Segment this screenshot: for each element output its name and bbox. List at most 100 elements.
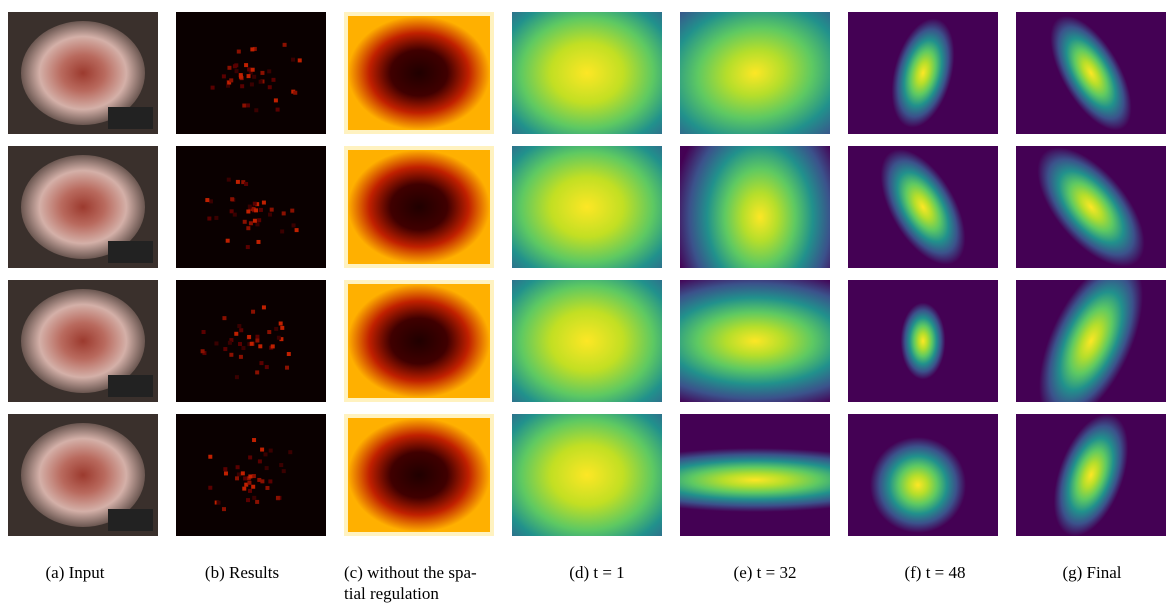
heat-dot — [244, 63, 248, 67]
heat-dot — [222, 74, 226, 78]
image-panel — [176, 146, 326, 268]
heat-dot — [240, 84, 244, 88]
heat-dot — [282, 469, 286, 473]
heat-dot — [274, 98, 278, 102]
heat-dot — [211, 86, 215, 90]
heat-dot — [227, 66, 231, 70]
heat-dot — [233, 213, 237, 217]
image-panel — [176, 280, 326, 402]
heat-dot — [279, 463, 283, 467]
heat-dot — [242, 487, 246, 491]
density — [870, 437, 966, 533]
heat-dot — [252, 496, 256, 500]
heat-dot — [254, 208, 258, 212]
heat-dot — [253, 202, 257, 206]
panel-content — [344, 280, 494, 402]
image-panel — [8, 12, 158, 134]
heat-dot — [255, 500, 259, 504]
heat-dot — [262, 201, 266, 205]
panel-content — [467, 241, 707, 441]
figure: (a) Input(b) Results(c) without the spa-… — [0, 0, 1166, 608]
heat-dot — [217, 501, 221, 505]
panel-content — [176, 280, 326, 402]
panel-content — [8, 280, 158, 402]
heat-dot — [271, 344, 275, 348]
heat-dot — [252, 75, 256, 79]
heat-dot — [252, 474, 256, 478]
heat-dot — [241, 471, 245, 475]
image-panel — [344, 12, 494, 134]
heat-dot — [282, 211, 286, 215]
heat-dot — [271, 78, 275, 82]
heat-dot — [279, 321, 283, 325]
heat-dot — [283, 43, 287, 47]
caption: tial regulation — [344, 584, 439, 603]
heat-dot — [244, 182, 248, 186]
heat-dot — [226, 239, 230, 243]
heat-dot — [259, 361, 263, 365]
heat-dot — [288, 450, 292, 454]
heat-dot — [246, 103, 250, 107]
heat-dot — [246, 209, 250, 213]
panel-content — [848, 414, 998, 536]
heat-dot — [236, 180, 240, 184]
heat-map — [348, 16, 490, 130]
panel-content — [8, 414, 158, 536]
image-panel — [467, 241, 707, 441]
heat-dot — [260, 71, 264, 75]
heat-dot — [242, 104, 246, 108]
heat-dot — [276, 108, 280, 112]
panel-content — [467, 107, 707, 307]
heat-dot — [253, 219, 257, 223]
heat-dot — [255, 370, 259, 374]
panel-content — [344, 12, 494, 134]
heat-dot — [208, 486, 212, 490]
heat-dot — [224, 471, 228, 475]
heat-dot — [277, 336, 281, 340]
image-panel — [1016, 3, 1166, 143]
heat-dot — [257, 218, 261, 222]
image-panel — [1016, 129, 1166, 285]
heat-dot — [239, 355, 243, 359]
image-panel — [848, 11, 998, 134]
heat-dot — [223, 467, 227, 471]
panel-content — [176, 12, 326, 134]
heat-dot — [250, 342, 254, 346]
density — [901, 303, 946, 380]
panel-content — [344, 146, 494, 268]
caption: (a) Input — [45, 563, 104, 582]
heat-dot — [214, 341, 218, 345]
heat-dot — [291, 58, 295, 62]
heat-dot — [268, 213, 272, 217]
heat-dot — [246, 498, 250, 502]
heat-dot — [229, 78, 233, 82]
image-panel — [8, 414, 158, 536]
heat-dot — [254, 108, 258, 112]
heat-dot — [269, 449, 273, 453]
image-panel — [8, 280, 158, 402]
heat-dot — [235, 69, 239, 73]
heat-dot — [285, 366, 289, 370]
heat-dot — [270, 208, 274, 212]
panel-content — [1016, 129, 1166, 285]
label-box — [108, 509, 153, 531]
heat-dot — [250, 47, 254, 51]
heat-dot — [267, 330, 271, 334]
heat-dot — [256, 240, 260, 244]
image-panel — [848, 280, 998, 402]
image-panel — [176, 414, 326, 536]
heat-dot — [295, 228, 299, 232]
heat-dot — [248, 489, 252, 493]
heat-dot — [264, 452, 268, 456]
image-panel — [8, 146, 158, 268]
heat-dot — [241, 346, 245, 350]
heat-dot — [209, 199, 213, 203]
heat-map — [348, 150, 490, 264]
heat-dot — [247, 335, 251, 339]
heat-dot — [239, 75, 243, 79]
heat-dot — [249, 221, 253, 225]
caption: (c) without the spa- — [344, 563, 477, 582]
heat-dot — [258, 344, 262, 348]
heat-dot — [265, 365, 269, 369]
heat-dot — [262, 305, 266, 309]
